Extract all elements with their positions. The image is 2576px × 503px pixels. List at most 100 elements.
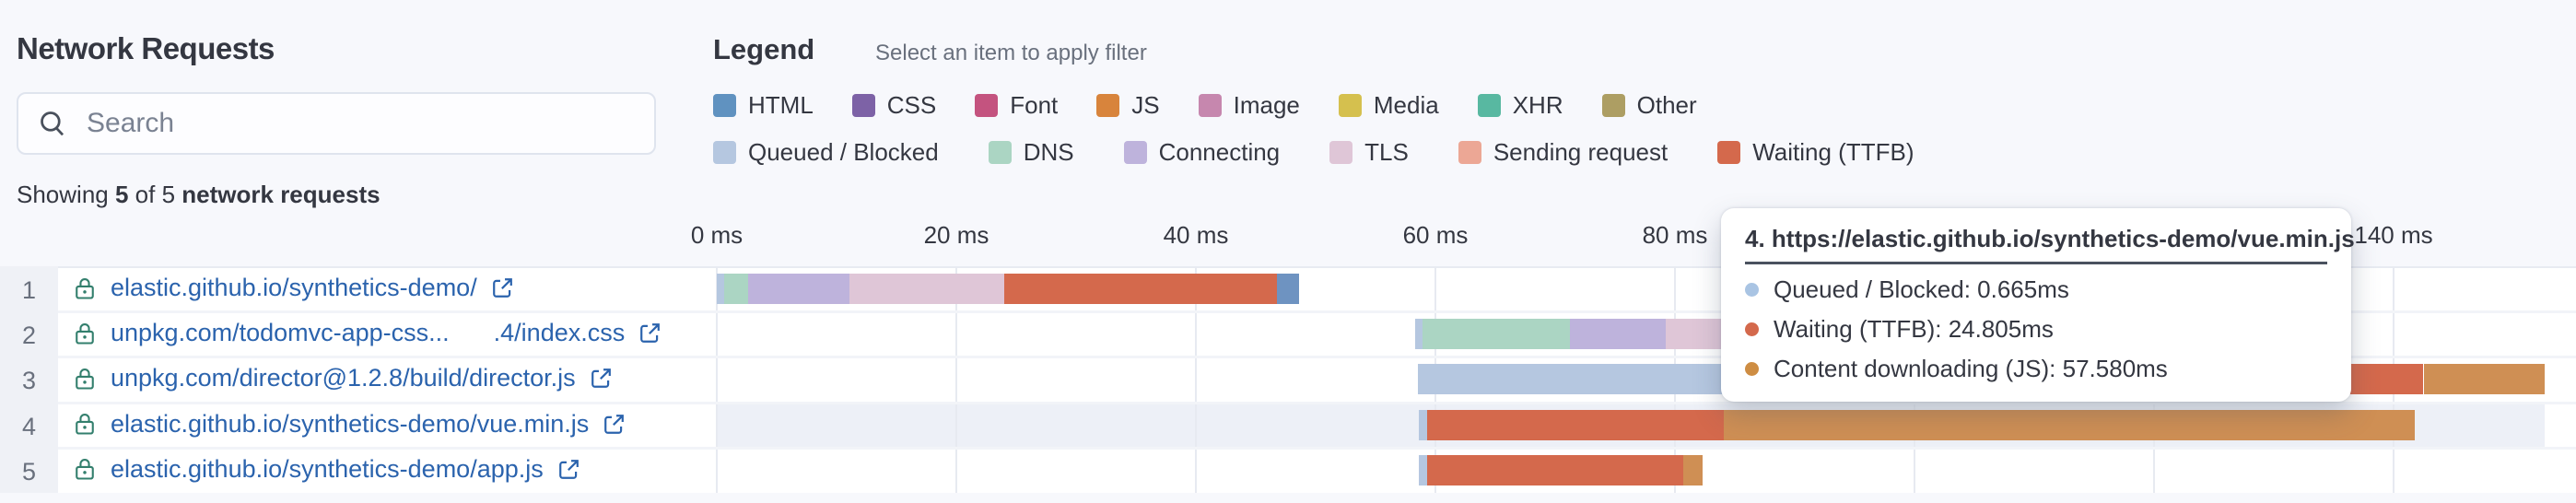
legend-mime-types: HTML CSS Font JS Image Media XHR Other <box>713 91 1697 120</box>
legend-item-label: CSS <box>886 91 937 119</box>
waterfall-bar-segment-content_js[interactable] <box>1724 409 2416 440</box>
waterfall-bar-segment-content_js[interactable] <box>1683 454 1703 485</box>
legend-item-sending[interactable]: Sending request <box>1458 138 1668 167</box>
request-row: unpkg.com/todomvc-app-css... .4/index.css <box>72 319 662 347</box>
legend-item-label: Media <box>1373 91 1439 119</box>
legend-color-chip <box>713 94 736 117</box>
external-link-icon[interactable] <box>602 412 626 437</box>
waterfall-bar-segment-queued[interactable] <box>1414 319 1423 350</box>
axis-tick-label: 20 ms <box>923 221 989 249</box>
gridline <box>716 267 718 493</box>
legend-color-chip <box>1123 141 1147 164</box>
external-link-icon[interactable] <box>556 457 581 482</box>
legend-item-media[interactable]: Media <box>1338 91 1439 120</box>
gridline <box>955 267 957 493</box>
showing-count-text: Showing 5 of 5 network requests <box>17 181 381 208</box>
gridline <box>1195 267 1197 493</box>
waterfall-bar-segment-queued[interactable] <box>1418 409 1427 440</box>
request-url-link[interactable]: elastic.github.io/synthetics-demo/ <box>111 274 477 301</box>
waterfall-bar-segment-dns[interactable] <box>1422 319 1570 350</box>
legend-item-label: Image <box>1233 91 1300 119</box>
legend-color-chip <box>975 94 999 117</box>
legend-item-label: Font <box>1010 91 1059 119</box>
legend-color-chip <box>1458 141 1481 164</box>
waterfall-bar-segment-queued[interactable] <box>1418 454 1427 485</box>
axis-tick-label: 60 ms <box>1402 221 1469 249</box>
row-number: 4 <box>21 412 37 440</box>
lock-icon <box>72 275 98 301</box>
waterfall-bar-segment-content_js[interactable] <box>2423 364 2545 395</box>
waterfall-bar-segment-dns[interactable] <box>723 274 748 304</box>
waterfall-bar-segment-tls[interactable] <box>849 274 1004 304</box>
legend-item-waiting[interactable]: Waiting (TTFB) <box>1717 138 1914 167</box>
legend-item-xhr[interactable]: XHR <box>1477 91 1563 120</box>
lock-icon <box>72 456 98 482</box>
axis-tick-label: 80 ms <box>1642 221 1708 249</box>
request-row: unpkg.com/director@1.2.8/build/director.… <box>72 364 614 392</box>
legend-item-image[interactable]: Image <box>1198 91 1300 120</box>
waterfall-bar-segment-connecting[interactable] <box>1569 319 1666 350</box>
legend-color-chip <box>851 94 875 117</box>
legend-color-chip <box>1601 94 1625 117</box>
external-link-icon[interactable] <box>638 321 662 345</box>
legend-color-chip <box>1198 94 1222 117</box>
legend-item-label: Waiting (TTFB) <box>1752 138 1914 166</box>
axis-tick-label: 0 ms <box>690 221 744 249</box>
waterfall-bar-segment-content_html[interactable] <box>1277 274 1299 304</box>
tooltip-item-label: Queued / Blocked: 0.665ms <box>1774 275 2069 303</box>
row-number: 3 <box>21 367 37 395</box>
external-link-icon[interactable] <box>490 275 515 300</box>
waterfall-bar-segment-queued[interactable] <box>717 274 724 304</box>
legend-item-label: JS <box>1131 91 1160 119</box>
tooltip-item: Queued / Blocked: 0.665ms <box>1745 275 2327 304</box>
search-input[interactable] <box>85 107 636 140</box>
request-row: elastic.github.io/synthetics-demo/app.js <box>72 455 581 484</box>
legend-item-label: DNS <box>1023 138 1074 166</box>
axis-tick-label: 40 ms <box>1163 221 1229 249</box>
legend-color-chip <box>1717 141 1741 164</box>
lock-icon <box>72 321 98 346</box>
row-number: 2 <box>21 322 37 350</box>
legend-title: Legend <box>713 33 815 65</box>
tooltip-item: Content downloading (JS): 57.580ms <box>1745 355 2327 383</box>
legend-item-dns[interactable]: DNS <box>988 138 1074 167</box>
legend-item-font[interactable]: Font <box>975 91 1058 120</box>
legend-item-label: Sending request <box>1493 138 1669 166</box>
legend-item-label: HTML <box>748 91 814 119</box>
legend-item-connecting[interactable]: Connecting <box>1123 138 1280 167</box>
legend-color-chip <box>988 141 1012 164</box>
tooltip-item-label: Waiting (TTFB): 24.805ms <box>1774 315 2054 343</box>
request-url-tail[interactable]: .4/index.css <box>493 319 626 347</box>
legend-item-label: TLS <box>1364 138 1409 166</box>
waterfall-bar-segment-waiting[interactable] <box>1004 274 1278 304</box>
legend-item-html[interactable]: HTML <box>713 91 814 120</box>
lock-icon <box>72 411 98 437</box>
legend-item-other[interactable]: Other <box>1601 91 1697 120</box>
legend-item-css[interactable]: CSS <box>851 91 937 120</box>
legend-color-chip <box>713 141 736 164</box>
legend-item-tls[interactable]: TLS <box>1329 138 1409 167</box>
tooltip-phase-dot <box>1745 283 1759 297</box>
request-url-link[interactable]: elastic.github.io/synthetics-demo/app.js <box>111 454 544 483</box>
legend-phases: Queued / Blocked DNS Connecting TLS Sending … <box>713 138 1914 167</box>
row-separator <box>58 446 2576 450</box>
legend-item-label: Queued / Blocked <box>748 138 939 166</box>
external-link-icon[interactable] <box>589 366 614 391</box>
legend-item-js[interactable]: JS <box>1096 91 1160 120</box>
request-url-link[interactable]: unpkg.com/director@1.2.8/build/director.… <box>111 364 576 392</box>
search-box[interactable] <box>17 92 656 155</box>
legend-item-queued[interactable]: Queued / Blocked <box>713 138 939 167</box>
waterfall-bar-segment-waiting[interactable] <box>1426 454 1684 485</box>
request-url-link[interactable]: unpkg.com/todomvc-app-css... <box>111 319 450 347</box>
row-number: 1 <box>21 276 37 304</box>
legend-color-chip <box>1338 94 1362 117</box>
row-separator <box>58 310 2576 314</box>
legend-hint: Select an item to apply filter <box>875 41 1147 65</box>
legend-color-chip <box>1477 94 1501 117</box>
waterfall-bar-segment-waiting[interactable] <box>1426 409 1725 440</box>
request-url-link[interactable]: elastic.github.io/synthetics-demo/vue.mi… <box>111 409 590 438</box>
waterfall-bar-segment-connecting[interactable] <box>747 274 850 304</box>
tooltip-title: 4. https://elastic.github.io/synthetics-… <box>1745 225 2355 264</box>
tooltip-phase-dot <box>1745 362 1759 376</box>
